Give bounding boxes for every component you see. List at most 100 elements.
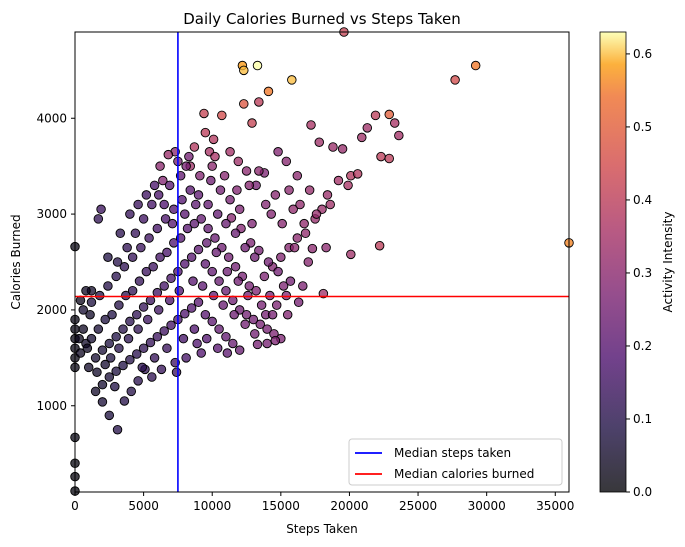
data-point [111, 271, 121, 282]
colorbar-tick-label: 0.3 [633, 266, 652, 280]
data-point [328, 142, 338, 152]
data-point [97, 397, 108, 407]
data-point [207, 266, 217, 277]
data-point [299, 218, 309, 229]
colorbar: 0.0 0.1 0.2 0.3 0.4 0.5 0.6 Activity Intensity [599, 31, 675, 499]
data-point [255, 319, 265, 330]
data-point [217, 110, 227, 121]
data-point [233, 276, 244, 286]
data-point [100, 359, 110, 370]
data-point [287, 75, 297, 85]
colorbar-tick-label: 0.0 [633, 485, 652, 499]
data-point [370, 110, 381, 121]
data-point [282, 309, 293, 320]
x-tick-label: 20000 [330, 499, 368, 513]
data-point [112, 257, 123, 267]
y-tick-label: 2000 [36, 303, 67, 317]
data-point [162, 247, 172, 258]
data-point [306, 120, 316, 130]
data-point [186, 303, 197, 313]
data-point [167, 218, 178, 229]
data-point [252, 60, 263, 71]
data-point [239, 65, 249, 76]
data-point [284, 185, 294, 195]
data-point [166, 320, 176, 331]
data-point [110, 381, 120, 392]
data-point [163, 149, 174, 160]
data-point [103, 252, 113, 262]
plot-area-frame [74, 31, 570, 493]
data-point [133, 199, 143, 210]
y-tick-label: 1000 [36, 399, 67, 413]
data-point [180, 309, 190, 319]
data-point [207, 316, 217, 327]
data-point [144, 233, 154, 243]
x-tick-label: 10000 [193, 499, 231, 513]
data-point [256, 300, 267, 310]
data-point [119, 262, 130, 272]
data-point [210, 151, 220, 162]
data-point [125, 355, 135, 365]
data-point [273, 147, 283, 157]
data-point [142, 314, 153, 325]
data-point [233, 156, 244, 167]
y-tick-label: 3000 [36, 207, 67, 221]
data-point [158, 175, 168, 186]
data-point [127, 286, 138, 296]
data-point [104, 372, 115, 382]
data-point [122, 242, 132, 253]
data-point [86, 333, 97, 344]
data-point [241, 166, 252, 176]
data-point [285, 276, 296, 286]
data-point [107, 309, 117, 320]
legend-box [348, 438, 563, 486]
data-point [352, 169, 363, 179]
data-point [362, 123, 373, 133]
data-point [214, 324, 224, 334]
data-point [244, 281, 255, 291]
data-point [149, 353, 160, 363]
data-point [292, 170, 303, 181]
data-point [247, 218, 257, 229]
data-point [321, 242, 331, 253]
data-point [103, 281, 113, 291]
data-point [149, 180, 160, 191]
data-point [333, 175, 344, 186]
data-point [153, 190, 164, 200]
x-tick-label: 35000 [536, 499, 574, 513]
data-point [131, 349, 142, 359]
data-point [138, 343, 149, 354]
data-point [222, 348, 233, 358]
data-point [177, 194, 187, 205]
data-point [307, 243, 318, 254]
data-point [181, 161, 191, 171]
data-point [270, 335, 281, 346]
data-point [288, 204, 298, 215]
data-point [174, 286, 185, 296]
data-point [228, 295, 238, 306]
data-point [254, 166, 264, 176]
data-point [97, 379, 108, 390]
data-point [138, 302, 149, 312]
data-point [239, 99, 249, 109]
data-point [214, 276, 224, 286]
data-point [155, 252, 165, 262]
data-point [293, 297, 304, 308]
data-point [210, 233, 220, 243]
data-point [208, 134, 219, 145]
data-point [86, 297, 97, 308]
data-point [374, 240, 385, 251]
data-point [118, 324, 128, 334]
data-point [180, 209, 190, 219]
data-point [125, 209, 135, 219]
data-point [115, 228, 126, 238]
data-point [78, 305, 88, 315]
data-point [156, 364, 167, 375]
data-point [384, 109, 394, 120]
data-point [94, 290, 105, 301]
data-point [250, 329, 260, 339]
data-point [277, 218, 287, 229]
data-point [75, 348, 86, 358]
x-axis-ticks: 0 5000 10000 15000 20000 25000 30000 35000 [71, 492, 574, 513]
